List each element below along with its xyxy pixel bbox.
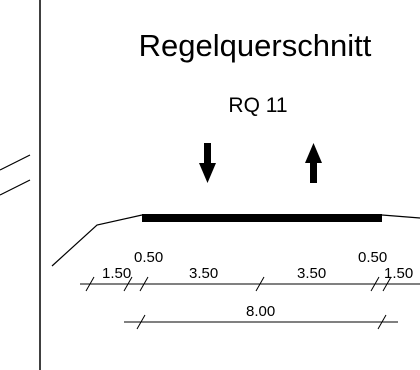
dim-right-shoulder: 1.50 [384,265,413,282]
dim-right-edge-strip: 0.50 [358,249,387,266]
road-pavement [142,214,382,222]
drawing-subtitle: RQ 11 [228,94,287,117]
embankment-left [51,214,143,267]
dimension-ticks-total [136,314,387,330]
dim-left-edge-strip: 0.50 [134,249,163,266]
break-line-upper [0,154,31,171]
dim-left-lane: 3.50 [189,265,218,282]
arrow-up-icon [305,143,322,183]
dim-right-lane: 3.50 [297,265,326,282]
drawing-title: Regelquerschnitt [139,28,372,63]
break-line-lower [0,179,31,196]
dimension-ticks-detail [85,276,392,292]
dim-total-width: 8.00 [246,303,275,320]
dim-left-shoulder: 1.50 [102,265,131,282]
embankment-right [381,214,420,219]
arrow-down-icon [199,143,216,183]
